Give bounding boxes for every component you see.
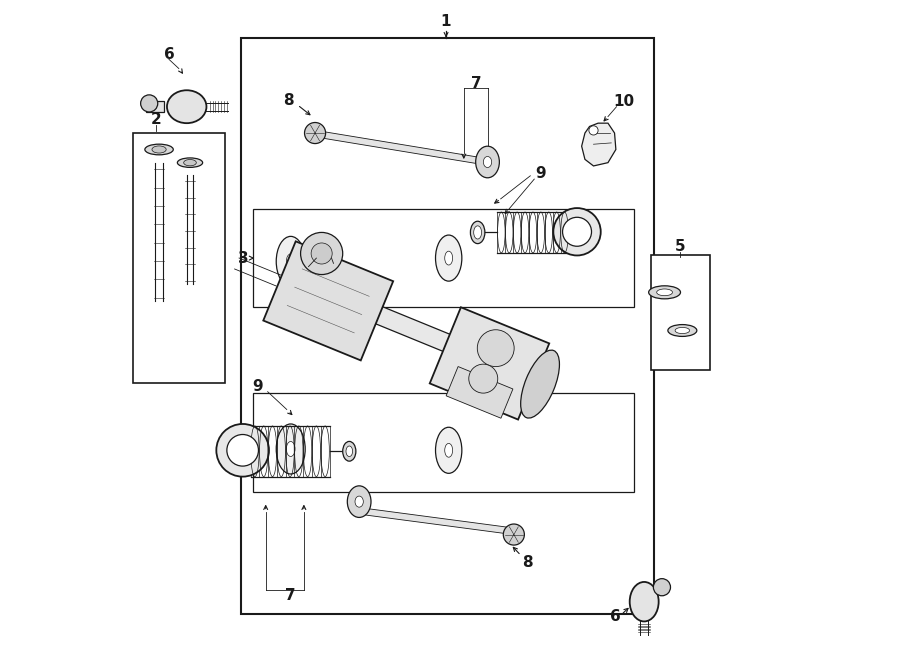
Text: 10: 10 bbox=[613, 94, 634, 109]
Text: 6: 6 bbox=[164, 46, 175, 61]
Ellipse shape bbox=[445, 251, 453, 265]
Ellipse shape bbox=[476, 146, 500, 178]
Text: 3: 3 bbox=[238, 251, 248, 266]
Polygon shape bbox=[309, 279, 533, 385]
Polygon shape bbox=[581, 123, 616, 166]
Text: 9: 9 bbox=[536, 167, 546, 181]
Ellipse shape bbox=[346, 446, 353, 457]
Polygon shape bbox=[429, 307, 549, 420]
Ellipse shape bbox=[184, 159, 196, 166]
Circle shape bbox=[140, 95, 158, 112]
Circle shape bbox=[562, 217, 591, 247]
Ellipse shape bbox=[286, 254, 295, 269]
Circle shape bbox=[589, 126, 598, 135]
Circle shape bbox=[554, 208, 600, 255]
Ellipse shape bbox=[276, 237, 305, 286]
Polygon shape bbox=[264, 241, 393, 360]
Text: 1: 1 bbox=[441, 14, 451, 28]
Text: 8: 8 bbox=[284, 93, 294, 108]
Bar bbox=[633, 594, 656, 605]
Text: 5: 5 bbox=[675, 239, 686, 254]
Polygon shape bbox=[359, 508, 514, 535]
Text: 4: 4 bbox=[238, 435, 248, 450]
Bar bbox=[132, 133, 225, 383]
Ellipse shape bbox=[177, 158, 202, 167]
Ellipse shape bbox=[355, 496, 364, 507]
Text: 2: 2 bbox=[150, 112, 161, 128]
Circle shape bbox=[503, 524, 525, 545]
Circle shape bbox=[301, 233, 343, 274]
Ellipse shape bbox=[675, 327, 689, 334]
Ellipse shape bbox=[436, 235, 462, 281]
Bar bbox=[253, 393, 634, 492]
Ellipse shape bbox=[343, 442, 356, 461]
Ellipse shape bbox=[436, 427, 462, 473]
Text: 9: 9 bbox=[253, 379, 263, 394]
Ellipse shape bbox=[483, 157, 491, 167]
Ellipse shape bbox=[657, 289, 672, 295]
Ellipse shape bbox=[145, 144, 174, 155]
Polygon shape bbox=[315, 130, 488, 165]
Ellipse shape bbox=[649, 286, 680, 299]
Ellipse shape bbox=[286, 442, 295, 457]
Circle shape bbox=[227, 434, 258, 466]
Ellipse shape bbox=[471, 221, 485, 244]
Circle shape bbox=[477, 330, 514, 367]
Bar bbox=[146, 101, 165, 112]
Text: 8: 8 bbox=[522, 555, 533, 570]
Ellipse shape bbox=[630, 582, 659, 621]
Circle shape bbox=[469, 364, 498, 393]
Ellipse shape bbox=[167, 91, 206, 123]
Ellipse shape bbox=[473, 226, 482, 239]
Bar bbox=[253, 209, 634, 307]
Circle shape bbox=[311, 243, 332, 264]
Text: 6: 6 bbox=[610, 609, 621, 625]
Text: 7: 7 bbox=[471, 76, 482, 91]
Ellipse shape bbox=[445, 444, 453, 457]
Text: 7: 7 bbox=[285, 588, 296, 603]
Ellipse shape bbox=[347, 486, 371, 518]
Ellipse shape bbox=[668, 325, 697, 336]
Bar bbox=[651, 254, 710, 370]
Circle shape bbox=[216, 424, 269, 477]
Bar bbox=[240, 38, 654, 613]
Ellipse shape bbox=[276, 424, 305, 474]
Circle shape bbox=[653, 578, 670, 596]
Circle shape bbox=[304, 122, 326, 143]
Ellipse shape bbox=[152, 146, 166, 153]
Polygon shape bbox=[446, 367, 513, 418]
Ellipse shape bbox=[521, 350, 560, 418]
